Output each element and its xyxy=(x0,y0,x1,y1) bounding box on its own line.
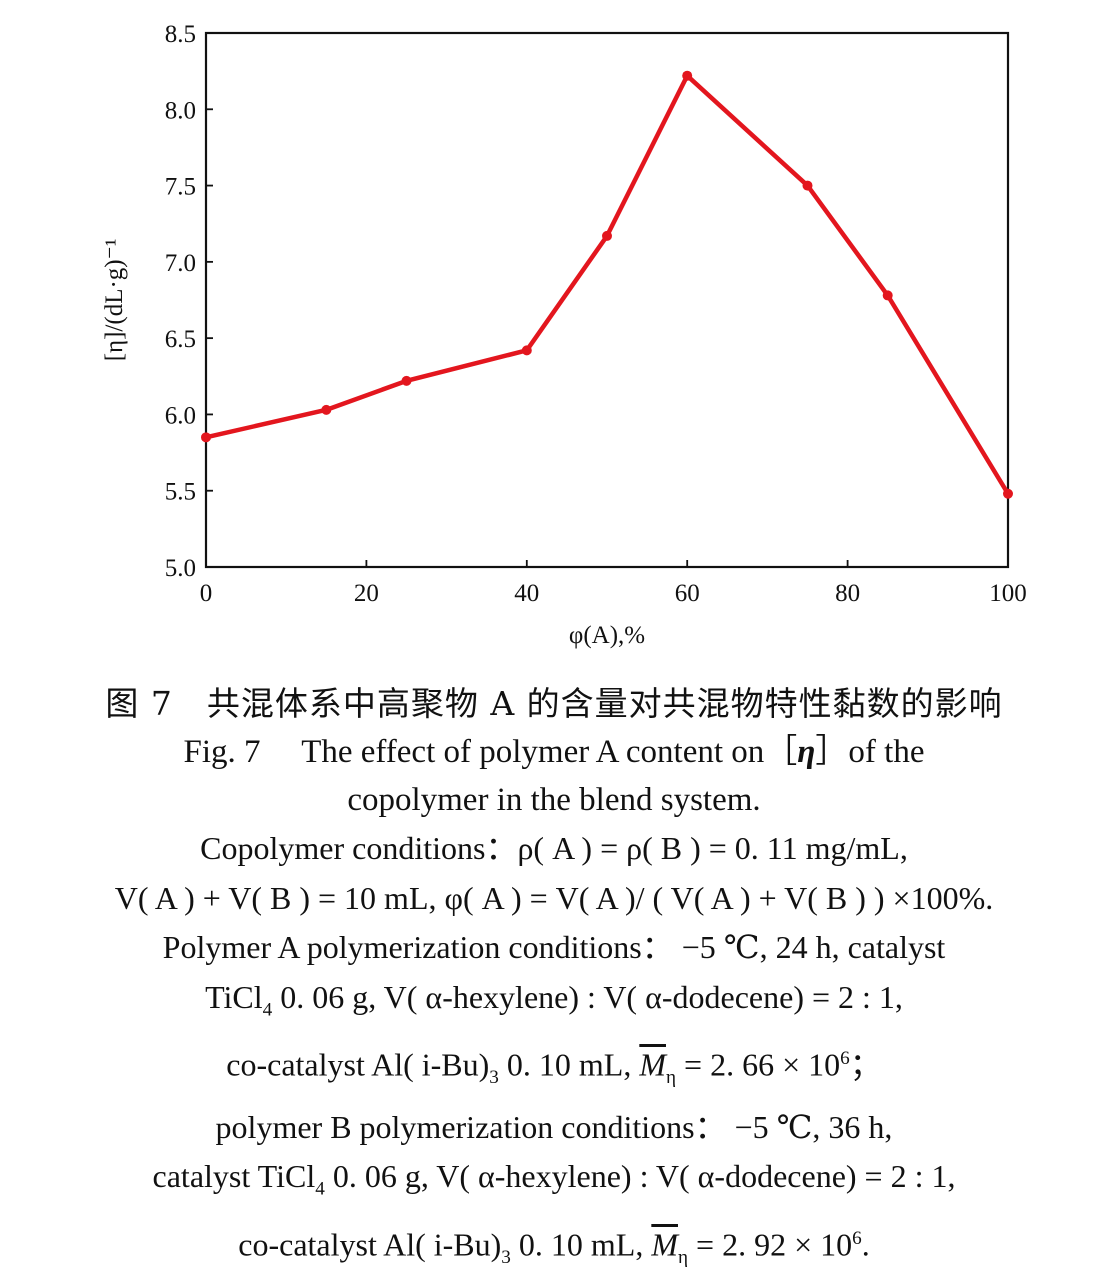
cond-sub: 4 xyxy=(315,1178,325,1200)
condition-line: TiCl4 0. 06 g, V( α-hexylene) : V( α-dod… xyxy=(0,973,1108,1035)
data-point xyxy=(201,432,211,443)
cond-part: = 2. 66 × 10 xyxy=(676,1047,841,1084)
x-tick-label: 20 xyxy=(354,580,379,607)
condition-line: co-catalyst Al( i-Bu)3 0. 10 mL, Mη = 2.… xyxy=(0,1034,1108,1103)
condition-line: V( A ) + V( B ) = 10 mL, φ( A ) = V( A )… xyxy=(114,879,994,916)
cond-mbar: M xyxy=(639,1047,666,1084)
cond-sup: 6 xyxy=(840,1048,850,1070)
caption-eta: η xyxy=(797,734,816,770)
caption-en-part: Fig. 7 The effect of polymer A content o… xyxy=(183,734,798,770)
cond-part: = 2. 92 × 10 xyxy=(688,1226,853,1263)
x-tick-label: 0 xyxy=(200,580,213,607)
y-tick-label: 5.0 xyxy=(165,555,196,582)
condition-line: Copolymer conditions：ρ( A ) = ρ( B ) = 0… xyxy=(200,830,908,866)
cond-part: 0. 06 g, V( α-hexylene) : V( α-dodecene)… xyxy=(324,1158,956,1195)
data-point xyxy=(321,404,332,415)
condition-line: Polymer A polymerization conditions： −5 … xyxy=(162,929,946,965)
axis-ticks: 0 20 40 60 80 100 5.0 5.5 6.0 6.5 7.0 7.5 8.0 8.5 xyxy=(165,21,1027,607)
cond-part: 0. 06 g, V( α-hexylene) : V( α-dodecene)… xyxy=(272,978,903,1015)
x-tick-label: 40 xyxy=(514,580,539,607)
y-axis-label: [η]/(dL·g)⁻¹ xyxy=(101,239,128,362)
cond-sub: 3 xyxy=(489,1067,499,1089)
cond-part: TiCl xyxy=(205,978,263,1015)
caption-english-line2: copolymer in the blend system. xyxy=(347,782,761,818)
y-tick-label: 7.5 xyxy=(165,174,196,201)
y-tick-label: 8.0 xyxy=(165,97,196,124)
x-axis-label: φ(A),% xyxy=(569,622,645,649)
cond-sub: η xyxy=(677,1247,689,1269)
data-point xyxy=(602,230,612,241)
cond-part: co-catalyst Al( i-Bu) xyxy=(226,1047,490,1084)
figure-caption: 图 7 共混体系中高聚物 A 的含量对共混物特性黏数的影响 Fig. 7 The… xyxy=(0,680,1108,1283)
cond-part: 0. 10 mL, xyxy=(510,1226,652,1263)
cond-part: 0. 10 mL, xyxy=(498,1047,640,1084)
plot-frame xyxy=(204,31,1010,569)
cond-part: co-catalyst Al( i-Bu) xyxy=(238,1226,502,1263)
y-tick-label: 8.5 xyxy=(165,21,196,48)
cond-sup: 6 xyxy=(852,1228,862,1250)
y-tick-label: 5.5 xyxy=(165,479,196,506)
caption-chinese: 图 7 共混体系中高聚物 A 的含量对共混物特性黏数的影响 xyxy=(105,684,1003,723)
x-tick-label: 80 xyxy=(835,580,860,607)
x-tick-label: 60 xyxy=(675,580,700,607)
cond-mbar: M xyxy=(651,1226,678,1263)
y-tick-label: 6.5 xyxy=(165,326,196,353)
cond-sub: 4 xyxy=(262,998,273,1020)
cond-part: catalyst TiCl xyxy=(152,1158,316,1195)
condition-line: polymer B polymerization conditions： −5 … xyxy=(215,1108,893,1145)
series-line xyxy=(203,73,1011,497)
cond-sub: 3 xyxy=(501,1247,511,1269)
series-layer xyxy=(201,70,1013,499)
line-chart: 0 20 40 60 80 100 5.0 5.5 6.0 6.5 7.0 7.5 8.0 8.5 φ(A… xyxy=(101,21,1027,649)
data-point xyxy=(1003,488,1013,499)
caption-english-line1: Fig. 7 The effect of polymer A content o… xyxy=(0,728,1108,776)
caption-en-part: ］of the xyxy=(815,734,925,770)
data-point xyxy=(521,345,532,356)
cond-part: . xyxy=(861,1226,870,1263)
data-point xyxy=(802,180,813,191)
data-point xyxy=(682,70,693,81)
data-point xyxy=(401,375,412,386)
data-point xyxy=(882,290,893,301)
y-tick-label: 6.0 xyxy=(165,402,196,429)
y-tick-label: 7.0 xyxy=(165,250,196,277)
cond-part: ； xyxy=(849,1047,882,1084)
cond-sub: η xyxy=(665,1067,677,1089)
x-tick-label: 100 xyxy=(989,580,1027,607)
condition-line: co-catalyst Al( i-Bu)3 0. 10 mL, Mη = 2.… xyxy=(0,1214,1108,1283)
condition-line: catalyst TiCl4 0. 06 g, V( α-hexylene) :… xyxy=(0,1152,1108,1214)
